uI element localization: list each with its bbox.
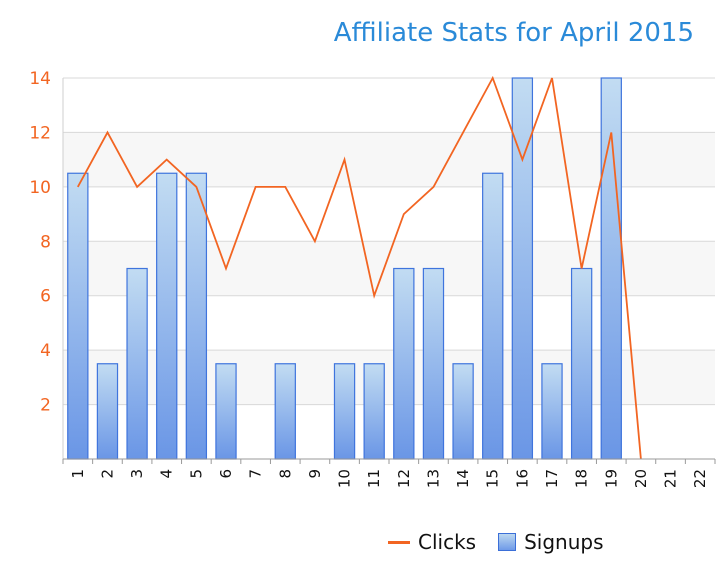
chart-legend: Clicks Signups [388,530,626,554]
x-tick-label: 10 [336,469,354,488]
bar-signups-2 [96,363,119,460]
bar-signups-1 [67,172,89,460]
x-tick-label: 9 [306,469,324,479]
y-tick-label: 12 [29,123,51,143]
legend-label-signups: Signups [524,530,604,554]
x-tick-label: 11 [365,469,383,488]
x-tick-label: 20 [632,469,650,488]
x-tick-label: 7 [247,469,265,479]
x-tick-label: 17 [543,469,561,488]
bar-signups-13 [422,267,445,460]
y-tick-label: 4 [40,341,51,361]
bar-signups-8 [274,363,296,460]
bar-signups-4 [156,172,178,460]
y-tick-label: 6 [40,287,51,307]
bar-signups-17 [541,363,563,460]
legend-item-signups: Signups [498,530,604,554]
bar-signups-3 [126,267,148,460]
x-tick-label: 22 [691,469,709,488]
legend-line-swatch [388,540,410,544]
bar-signups-6 [215,363,237,460]
x-tick-label: 6 [217,469,235,479]
bar-signups-16 [511,77,534,460]
x-tick-label: 12 [395,469,413,488]
x-tick-label: 4 [158,469,176,479]
x-tick-label: 13 [424,469,442,488]
legend-label-clicks: Clicks [418,530,477,554]
bar-signups-15 [482,172,504,460]
bar-signups-11 [363,363,385,460]
x-tick-label: 3 [128,469,146,479]
line-clicks [77,75,642,460]
x-tick-label: 19 [602,469,620,488]
x-tick-label: 1 [69,469,87,479]
x-tick-label: 15 [484,469,502,488]
bar-signups-14 [452,363,474,460]
bar-signups-5 [185,172,208,460]
y-tick-label: 2 [40,396,51,416]
x-tick-label: 2 [98,469,116,479]
x-tick-label: 18 [573,469,591,488]
bar-signups-12 [393,267,415,460]
bar-signups-10 [333,363,356,460]
x-tick-label: 5 [187,469,205,479]
legend-bar-swatch [498,533,517,551]
y-tick-label: 10 [29,178,51,198]
y-tick-label: 14 [29,69,51,89]
x-tick-label: 8 [276,469,294,479]
chart-title: Affiliate Stats for April 2015 [333,18,694,48]
x-tick-label: 21 [662,469,680,488]
x-tick-label: 16 [513,469,531,488]
x-tick-label: 14 [454,469,472,488]
bar-signups-18 [570,267,593,460]
legend-item-clicks: Clicks [388,530,476,554]
y-tick-label: 8 [40,232,51,252]
